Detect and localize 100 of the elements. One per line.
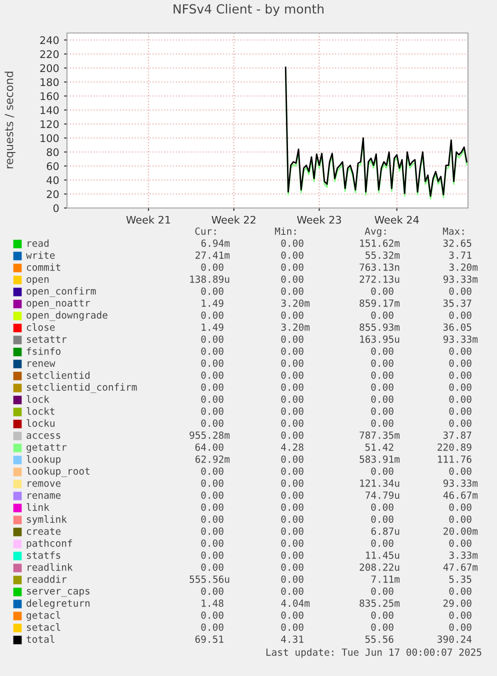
text: 0.00 [371, 359, 394, 367]
category-label: symlink [27, 515, 67, 525]
text: 0.00 [201, 467, 224, 475]
text: 55.32m [366, 251, 400, 259]
category-label: access [26, 433, 60, 439]
text: Cur: [195, 227, 216, 235]
text: 5.35 [449, 575, 472, 583]
category-label: setattr [27, 336, 67, 343]
text: 0.00 [281, 623, 304, 631]
text: 272.13u [360, 275, 400, 283]
text: 0.00 [371, 347, 394, 355]
category-label: readlink [28, 563, 73, 571]
text: 0.00 [201, 383, 224, 391]
text: 583.91m [360, 455, 400, 463]
text: 3.33m [449, 551, 478, 559]
text: 0.00 [371, 287, 394, 295]
text: 3.20m [449, 263, 478, 271]
text: 0.00 [449, 623, 472, 631]
text: 0.00 [281, 251, 304, 259]
text: 93.33m [443, 275, 478, 283]
text: 0.00 [281, 287, 304, 295]
text: 0.00 [281, 479, 304, 487]
text: Min: [274, 227, 296, 235]
category-label: total [26, 635, 54, 643]
text: 0.00 [281, 491, 304, 499]
category-label: commit [26, 263, 60, 271]
text: 0.00 [449, 611, 472, 619]
text: 763.13n [360, 263, 400, 271]
text: 55.56 [365, 635, 394, 643]
text: 4.31 [281, 635, 304, 643]
text: 1.48 [202, 599, 224, 607]
text: 0.00 [281, 359, 304, 367]
category-label: open_downgrade [26, 311, 108, 321]
text: 20.00m [444, 527, 478, 535]
category-label: fsinfo [26, 347, 60, 355]
text: 0.00 [449, 287, 472, 295]
text: 1.49 [202, 299, 224, 307]
y-tick-label: 80 [46, 148, 59, 156]
text: 93.33m [443, 335, 478, 343]
category-label: create [26, 528, 61, 535]
x-tick-label: Week 21 [126, 216, 170, 224]
text: 0.00 [201, 395, 224, 403]
text: 0.00 [281, 431, 304, 439]
text: 0.00 [201, 263, 224, 271]
text: 7.11m [371, 576, 400, 583]
y-tick-label: 220 [40, 50, 59, 58]
category-label: setacl [27, 623, 60, 631]
text: 0.00 [281, 503, 304, 511]
text: 0.00 [201, 371, 224, 379]
text: 0.00 [201, 359, 224, 367]
y-tick-label: 160 [40, 92, 59, 100]
text: 4.28 [281, 443, 304, 451]
category-label: lock [26, 395, 50, 403]
text: 0.00 [449, 587, 472, 595]
y-tick-label: 200 [40, 64, 59, 72]
text: 855.93m [360, 323, 400, 331]
y-tick-label: 40 [46, 176, 59, 184]
text: 0.00 [371, 311, 394, 319]
category-label: renew [28, 361, 56, 367]
text: 46.67m [443, 491, 478, 499]
category-label: close [26, 323, 55, 331]
text: 6.87u [371, 527, 400, 535]
text: 0.00 [201, 611, 224, 619]
text: Last update: Tue Jun 17 00:00:07 2025 [266, 648, 482, 658]
text: 0.00 [281, 419, 304, 427]
text: 3.20m [281, 299, 310, 307]
text: 0.00 [281, 611, 304, 619]
text: 955.28m [190, 431, 230, 439]
text: 3.20m [281, 323, 310, 331]
text: 74.79u [366, 491, 400, 499]
text: 151.62m [360, 239, 400, 247]
text: 0.00 [371, 611, 394, 619]
text: 0.00 [201, 551, 224, 559]
text: 0.00 [281, 347, 304, 355]
category-label: locku [26, 419, 54, 427]
category-label: open_noattr [26, 300, 90, 309]
text: 47.67m [443, 563, 478, 571]
y-tick-label: 120 [40, 120, 59, 128]
text: 0.00 [449, 311, 472, 319]
text: 555.56u [190, 575, 230, 583]
text: 0.00 [281, 335, 304, 343]
y-axis-title: requests / second [4, 72, 16, 168]
text: 36.05 [443, 323, 472, 331]
text: 0.00 [281, 371, 304, 379]
text: 0.00 [281, 587, 304, 595]
text: 0.00 [201, 311, 224, 319]
text: 0.00 [201, 491, 224, 499]
text: 835.25m [360, 599, 400, 607]
y-tick-label: 140 [40, 106, 59, 114]
category-label: rename [28, 493, 61, 499]
text: 0.00 [449, 467, 472, 475]
text: 0.00 [371, 419, 394, 427]
text: 0.00 [281, 551, 304, 559]
text: 0.00 [371, 467, 394, 475]
y-tick-label: 240 [40, 36, 59, 44]
text: 0.00 [281, 467, 304, 475]
text: 32.65 [443, 239, 472, 247]
text: 0.00 [371, 623, 394, 631]
text: 121.34u [360, 479, 400, 487]
text: 37.87 [443, 431, 472, 439]
